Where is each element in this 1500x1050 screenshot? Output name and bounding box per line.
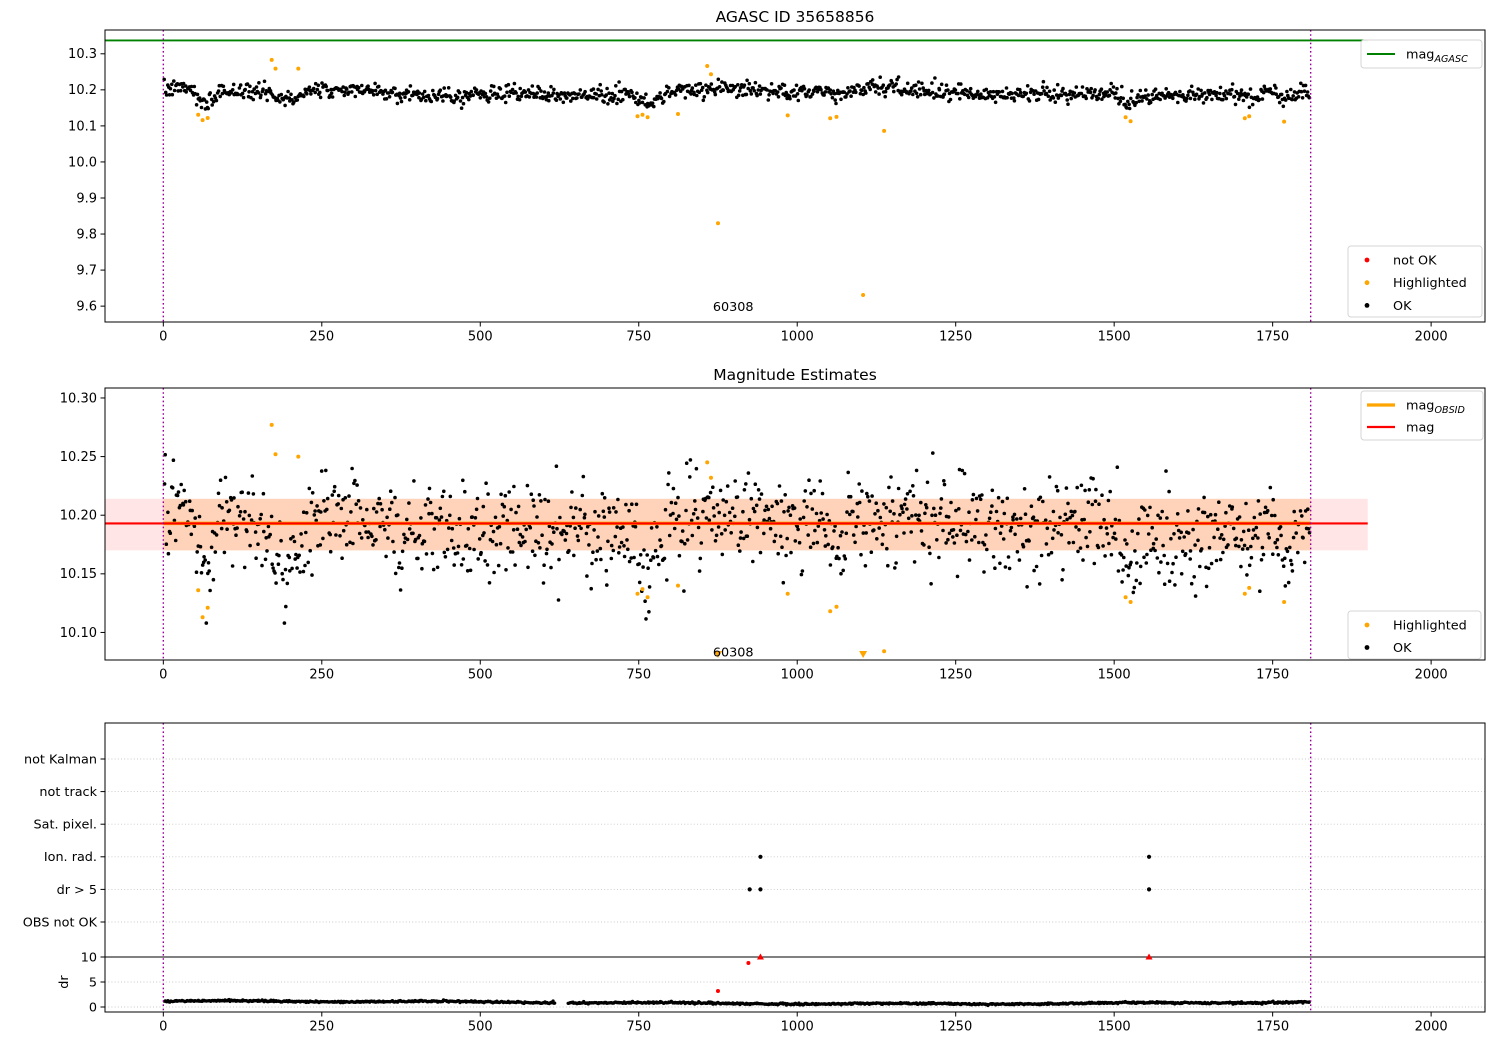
x-tick-label: 1000 [781,668,814,683]
legend-dot-sample [1364,280,1370,286]
dr-axis-label: dr [57,975,72,989]
dr-tick-label: 0 [89,1000,97,1015]
chart-title: AGASC ID 35658856 [716,8,875,26]
legend-dot-sample [1364,645,1370,650]
axes-frame [104,29,1486,323]
legend-label: Highlighted [1393,276,1467,291]
x-tick-label: 2000 [1415,330,1448,345]
legend-label: not OK [1393,254,1437,269]
y-tick-label: 9.8 [76,227,97,242]
x-tick-label: 1000 [781,330,814,345]
x-tick-label: 1250 [939,1020,972,1035]
legend-point-classes: not OK Highlighted OK [1347,245,1483,318]
ok-points [162,451,1312,625]
chart-title: Magnitude Estimates [713,366,877,384]
x-tick-label: 0 [159,668,167,683]
x-tick-label: 500 [468,668,493,683]
clipped-low-marker [713,651,722,658]
y-tick-label: 10.20 [60,509,97,524]
x-tick-label: 1750 [1256,668,1289,683]
legend-mag-agasc: magAGASC [1360,39,1483,69]
y-tick-label: 10.10 [60,626,97,641]
x-tick-label: 1000 [781,1020,814,1035]
x-tick-label: 2000 [1415,1020,1448,1035]
highlighted-points [196,57,1287,297]
x-tick-label: 0 [159,1020,167,1035]
legend-dot-sample [1364,622,1370,628]
highlighted-points [196,422,1287,654]
y-tick-label: 10.0 [68,155,97,170]
obsid-annotation: 60308 [713,645,754,660]
obsid-annotation: 60308 [713,300,754,315]
dr-track-points [162,997,1311,1008]
flags-and-dr-chart: not Kalman not track Sat. pixel. Ion. rad. d… [23,722,1486,1035]
x-tick-label: 1250 [939,668,972,683]
y-tick-label: 10.25 [60,450,97,465]
y-tick-label: 9.6 [76,300,97,315]
agasc-magnitude-chart: 60308 0 250 500 750 1000 1250 1500 1750 2000 9.6 9.… [68,8,1486,345]
clipped-low-marker [859,651,868,658]
legend-label: OK [1393,641,1412,656]
dr-tick-label: 5 [89,975,97,990]
flag-row-label: OBS not OK [23,915,98,930]
legend-point-classes-2: Highlighted OK [1347,610,1482,660]
x-tick-label: 1750 [1256,1020,1289,1035]
x-tick-label: 1500 [1098,330,1131,345]
clipped-high-marker [1145,953,1153,960]
axes-frame [104,387,1486,661]
legend-label: Highlighted [1393,619,1467,634]
x-tick-label: 750 [626,330,651,345]
ok-points [162,75,1312,111]
clipped-high-marker [756,953,764,960]
x-tick-label: 750 [626,668,651,683]
axes-frame [104,722,1486,1013]
y-tick-label: 9.7 [76,263,97,278]
y-tick-label: 10.1 [68,119,97,134]
x-tick-label: 1250 [939,330,972,345]
x-tick-label: 1500 [1098,668,1131,683]
y-tick-label: 9.9 [76,191,97,206]
x-tick-label: 250 [309,330,334,345]
y-tick-label: 10.30 [60,391,97,406]
y-tick-label: 10.3 [68,47,97,62]
flag-points [747,854,1152,892]
x-tick-label: 500 [468,1020,493,1035]
x-tick-label: 0 [159,330,167,345]
magnitude-estimates-chart: 60308 0 250 500 750 1000 1250 1500 1750 2000 10.10… [60,366,1486,683]
x-tick-label: 2000 [1415,668,1448,683]
x-tick-label: 750 [626,1020,651,1035]
not-ok-points [715,953,1153,993]
flag-row-label: not track [39,785,97,800]
flag-row-label: dr > 5 [57,883,97,898]
dr-tick-label: 10 [81,950,97,965]
x-tick-label: 250 [309,668,334,683]
legend-dot-sample [1364,303,1370,308]
y-tick-label: 10.2 [68,83,97,98]
y-tick-label: 10.15 [60,567,97,582]
legend-dot-sample [1364,257,1370,263]
x-tick-label: 250 [309,1020,334,1035]
legend-label: OK [1393,299,1412,314]
flag-row-label: not Kalman [24,752,97,767]
flag-row-label: Sat. pixel. [34,818,97,833]
x-tick-label: 1750 [1256,330,1289,345]
x-tick-label: 500 [468,330,493,345]
x-tick-label: 1500 [1098,1020,1131,1035]
flag-row-label: Ion. rad. [44,850,97,865]
legend-label: mag [1406,421,1434,436]
